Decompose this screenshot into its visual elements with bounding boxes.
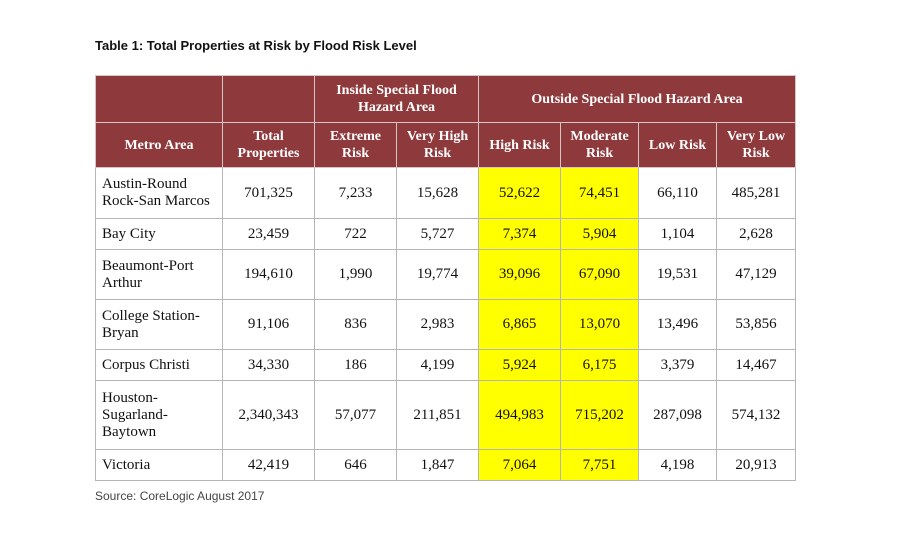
value-cell: 14,467 [716,349,797,381]
metro-area-cell: Victoria [95,449,223,481]
value-cell: 5,904 [560,218,640,250]
value-cell: 6,865 [478,299,562,350]
flood-risk-table: Inside Special Flood Hazard Area Outside… [95,75,797,481]
value-cell: 7,374 [478,218,562,250]
value-cell: 53,856 [716,299,797,350]
column-header-row: Metro Area Total Properties Extreme Risk Ve… [95,122,797,168]
table-row: College Station-Bryan 91,106 836 2,983 6,865… [95,299,797,350]
value-cell: 6,175 [560,349,640,381]
value-cell: 7,064 [478,449,562,481]
group-header: Outside Special Flood Hazard Area [478,75,797,123]
metro-area-cell: College Station-Bryan [95,299,223,350]
value-cell: 5,924 [478,349,562,381]
table-row: Austin-Round Rock-San Marcos 701,325 7,233… [95,167,797,219]
value-cell: 722 [314,218,397,250]
value-cell: 1,104 [638,218,718,250]
value-cell: 5,727 [395,218,480,250]
value-cell: 39,096 [478,249,562,300]
group-header: Inside Special Flood Hazard Area [313,75,480,123]
value-cell: 91,106 [222,299,315,350]
metro-area-cell: Houston-Sugarland-Baytown [95,380,223,450]
value-cell: 13,496 [638,299,718,350]
value-cell: 1,847 [395,449,480,481]
value-cell: 1,990 [314,249,397,300]
column-header: Low Risk [638,122,718,168]
column-header: Extreme Risk [314,122,397,168]
value-cell: 574,132 [716,380,797,450]
value-cell: 20,913 [716,449,797,481]
value-cell: 66,110 [638,167,718,219]
value-cell: 2,628 [716,218,797,250]
table-row: Houston-Sugarland-Baytown 2,340,343 57,077… [95,380,797,450]
column-header: Metro Area [95,122,223,168]
value-cell: 23,459 [222,218,315,250]
value-cell: 494,983 [478,380,562,450]
value-cell: 67,090 [560,249,640,300]
column-header: Total Properties [222,122,315,168]
value-cell: 4,198 [638,449,718,481]
value-cell: 2,983 [395,299,480,350]
metro-area-cell: Corpus Christi [95,349,223,381]
column-header: Moderate Risk [560,122,640,168]
value-cell: 485,281 [716,167,797,219]
empty-header [222,75,315,123]
value-cell: 15,628 [395,167,480,219]
empty-header [95,75,223,123]
metro-area-cell: Austin-Round Rock-San Marcos [95,167,223,219]
value-cell: 287,098 [638,380,718,450]
value-cell: 7,233 [314,167,397,219]
value-cell: 211,851 [395,380,480,450]
table-row: Victoria 42,419 646 1,847 7,064 7,751 4,198 20,… [95,449,797,481]
value-cell: 646 [314,449,397,481]
value-cell: 13,070 [560,299,640,350]
table-row: Bay City 23,459 722 5,727 7,374 5,904 1,104 2,6… [95,218,797,250]
value-cell: 4,199 [395,349,480,381]
value-cell: 57,077 [314,380,397,450]
table-row: Corpus Christi 34,330 186 4,199 5,924 6,175 3,… [95,349,797,381]
metro-area-cell: Bay City [95,218,223,250]
value-cell: 701,325 [222,167,315,219]
metro-area-cell: Beaumont-Port Arthur [95,249,223,300]
value-cell: 52,622 [478,167,562,219]
table-body: Austin-Round Rock-San Marcos 701,325 7,233… [95,167,797,481]
value-cell: 836 [314,299,397,350]
value-cell: 2,340,343 [222,380,315,450]
value-cell: 42,419 [222,449,315,481]
table-title: Table 1: Total Properties at Risk by Flo… [95,38,417,53]
column-header: Very High Risk [395,122,480,168]
value-cell: 7,751 [560,449,640,481]
column-header: High Risk [478,122,562,168]
source-note: Source: CoreLogic August 2017 [95,489,265,503]
value-cell: 34,330 [222,349,315,381]
value-cell: 74,451 [560,167,640,219]
column-header: Very Low Risk [716,122,797,168]
value-cell: 194,610 [222,249,315,300]
value-cell: 19,531 [638,249,718,300]
value-cell: 186 [314,349,397,381]
value-cell: 47,129 [716,249,797,300]
value-cell: 715,202 [560,380,640,450]
group-header-row: Inside Special Flood Hazard Area Outside… [95,75,797,123]
value-cell: 3,379 [638,349,718,381]
table-row: Beaumont-Port Arthur 194,610 1,990 19,774 39… [95,249,797,300]
value-cell: 19,774 [395,249,480,300]
